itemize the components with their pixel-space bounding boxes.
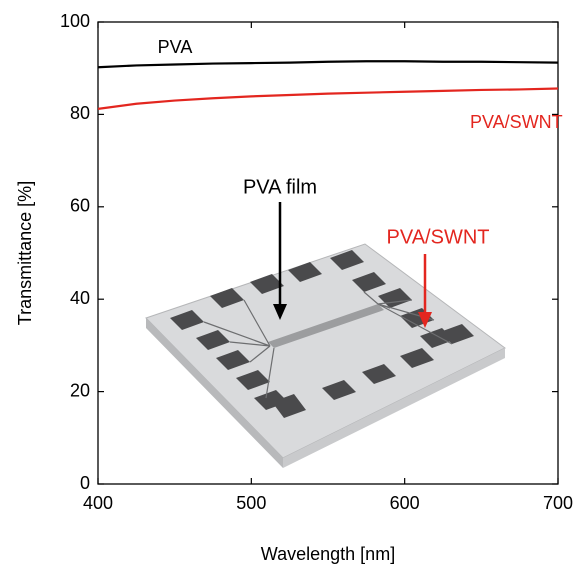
y-tick-label: 20 [70,380,90,400]
y-axis-label: Transmittance [%] [15,181,35,325]
annotation: PVA film [243,176,317,198]
y-tick-label: 0 [80,473,90,493]
x-tick-label: 500 [236,493,266,513]
y-tick-label: 80 [70,103,90,123]
x-tick-label: 700 [543,493,573,513]
device-illustration [146,244,505,468]
series-line [98,61,558,67]
annotation: PVA/SWNT [387,226,490,248]
legend-label: PVA [158,37,193,57]
series-line [98,89,558,109]
x-tick-label: 400 [83,493,113,513]
x-tick-label: 600 [390,493,420,513]
x-axis-label: Wavelength [nm] [261,544,395,564]
y-tick-label: 40 [70,288,90,308]
chart: PVA film PVA/SWNT Wavelength [nm] Transm… [0,0,581,569]
legend-label: PVA/SWNT [470,112,563,132]
y-tick-label: 100 [60,11,90,31]
y-tick-label: 60 [70,196,90,216]
